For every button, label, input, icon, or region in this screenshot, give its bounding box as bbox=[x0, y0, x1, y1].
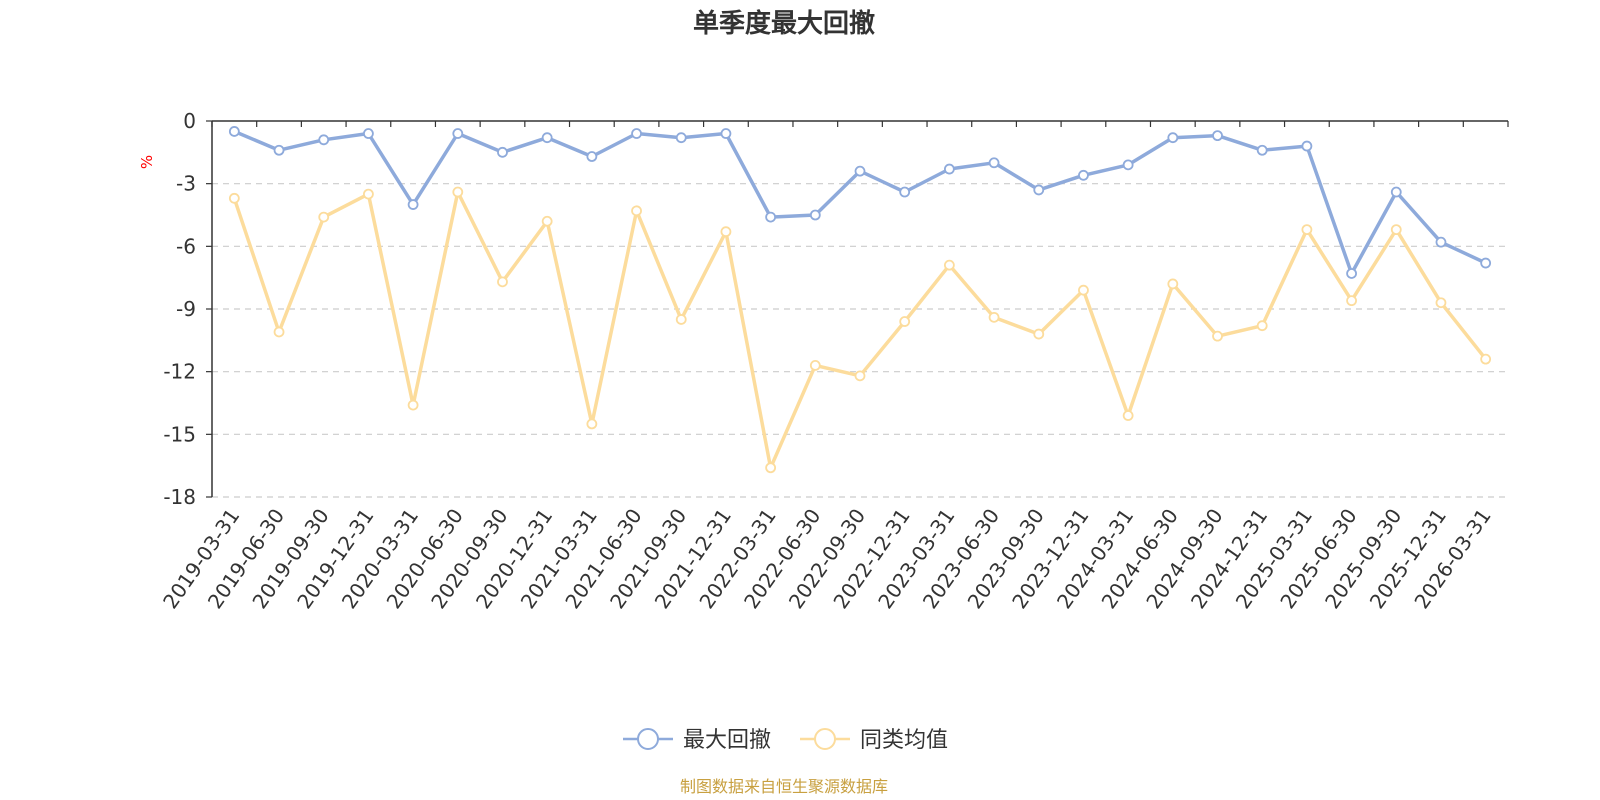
data-point bbox=[363, 128, 374, 139]
data-point bbox=[1078, 284, 1089, 296]
data-point bbox=[273, 326, 285, 338]
series bbox=[228, 126, 1492, 474]
data-point bbox=[899, 316, 911, 327]
y-tick-label: -3 bbox=[176, 172, 196, 196]
y-tick-labels: 0 -3 -6 -9 -12 -15 -18 bbox=[163, 109, 196, 509]
data-point bbox=[1346, 295, 1357, 307]
data-point bbox=[943, 163, 955, 175]
data-point bbox=[1480, 257, 1492, 269]
y-tick-label: -15 bbox=[163, 422, 196, 446]
data-source-note: 制图数据来自恒生聚源数据库 bbox=[680, 777, 888, 796]
data-point bbox=[1390, 186, 1402, 198]
data-point bbox=[1212, 330, 1223, 342]
data-point bbox=[1033, 184, 1045, 196]
legend-item-1[interactable]: 最大回撤 bbox=[623, 728, 771, 753]
data-point bbox=[1346, 268, 1357, 279]
data-point bbox=[1435, 297, 1447, 309]
data-point bbox=[407, 399, 419, 411]
axes bbox=[206, 120, 1509, 498]
x-tick-labels: 2019-03-312019-06-302019-09-302019-12-31… bbox=[158, 504, 1496, 613]
legend-item-2[interactable]: 同类均值 bbox=[800, 728, 948, 753]
data-point bbox=[988, 157, 1000, 169]
data-point bbox=[1167, 132, 1179, 144]
data-point bbox=[318, 211, 330, 223]
legend-marker bbox=[637, 728, 659, 750]
data-point bbox=[631, 128, 642, 139]
chart-title: 单季度最大回撤 bbox=[693, 8, 875, 39]
data-point bbox=[1390, 224, 1402, 236]
data-point bbox=[943, 259, 955, 271]
data-point bbox=[228, 192, 240, 204]
data-point bbox=[854, 165, 866, 177]
data-point bbox=[1256, 144, 1268, 156]
series-line bbox=[232, 190, 1488, 470]
data-point bbox=[631, 205, 642, 217]
data-point bbox=[1480, 353, 1492, 365]
data-point bbox=[1033, 328, 1045, 340]
legend[interactable]: 最大回撤 同类均值 bbox=[623, 728, 948, 753]
y-tick-label: -9 bbox=[176, 297, 196, 321]
y-axis-unit: % bbox=[138, 155, 156, 169]
data-point bbox=[1301, 140, 1313, 152]
data-point bbox=[273, 144, 285, 156]
data-point bbox=[675, 132, 687, 144]
data-point bbox=[452, 128, 464, 139]
data-point bbox=[1301, 224, 1313, 236]
data-point bbox=[1256, 320, 1268, 332]
data-point bbox=[809, 209, 821, 221]
data-point bbox=[497, 146, 508, 158]
data-point bbox=[586, 418, 598, 430]
data-point bbox=[854, 370, 866, 382]
legend-label: 同类均值 bbox=[860, 728, 948, 753]
data-point bbox=[1078, 169, 1089, 181]
data-point bbox=[586, 151, 598, 162]
data-point bbox=[1122, 410, 1134, 421]
data-point bbox=[675, 314, 687, 325]
data-point bbox=[720, 226, 732, 238]
data-point bbox=[452, 186, 464, 198]
data-point bbox=[1122, 159, 1134, 171]
data-point bbox=[765, 462, 777, 474]
series-1 bbox=[228, 126, 1492, 279]
data-point bbox=[318, 134, 330, 146]
data-point bbox=[497, 276, 508, 288]
data-point bbox=[988, 311, 1000, 323]
y-tick-label: -18 bbox=[163, 485, 196, 509]
series-2 bbox=[228, 186, 1492, 474]
data-point bbox=[363, 188, 374, 200]
data-point bbox=[407, 199, 419, 210]
data-point bbox=[541, 215, 553, 227]
data-point bbox=[899, 186, 911, 198]
y-tick-label: 0 bbox=[183, 109, 196, 133]
data-point bbox=[809, 359, 821, 371]
data-point bbox=[228, 126, 240, 137]
data-point bbox=[1212, 130, 1223, 142]
grid-lines bbox=[212, 183, 1508, 498]
data-point bbox=[1167, 278, 1179, 290]
legend-marker bbox=[814, 728, 836, 750]
legend-label: 最大回撤 bbox=[683, 728, 771, 753]
data-point bbox=[541, 132, 553, 144]
data-point bbox=[765, 211, 777, 223]
data-point bbox=[720, 128, 732, 139]
y-tick-label: -6 bbox=[176, 234, 196, 258]
data-point bbox=[1435, 236, 1447, 248]
y-tick-label: -12 bbox=[163, 360, 196, 384]
